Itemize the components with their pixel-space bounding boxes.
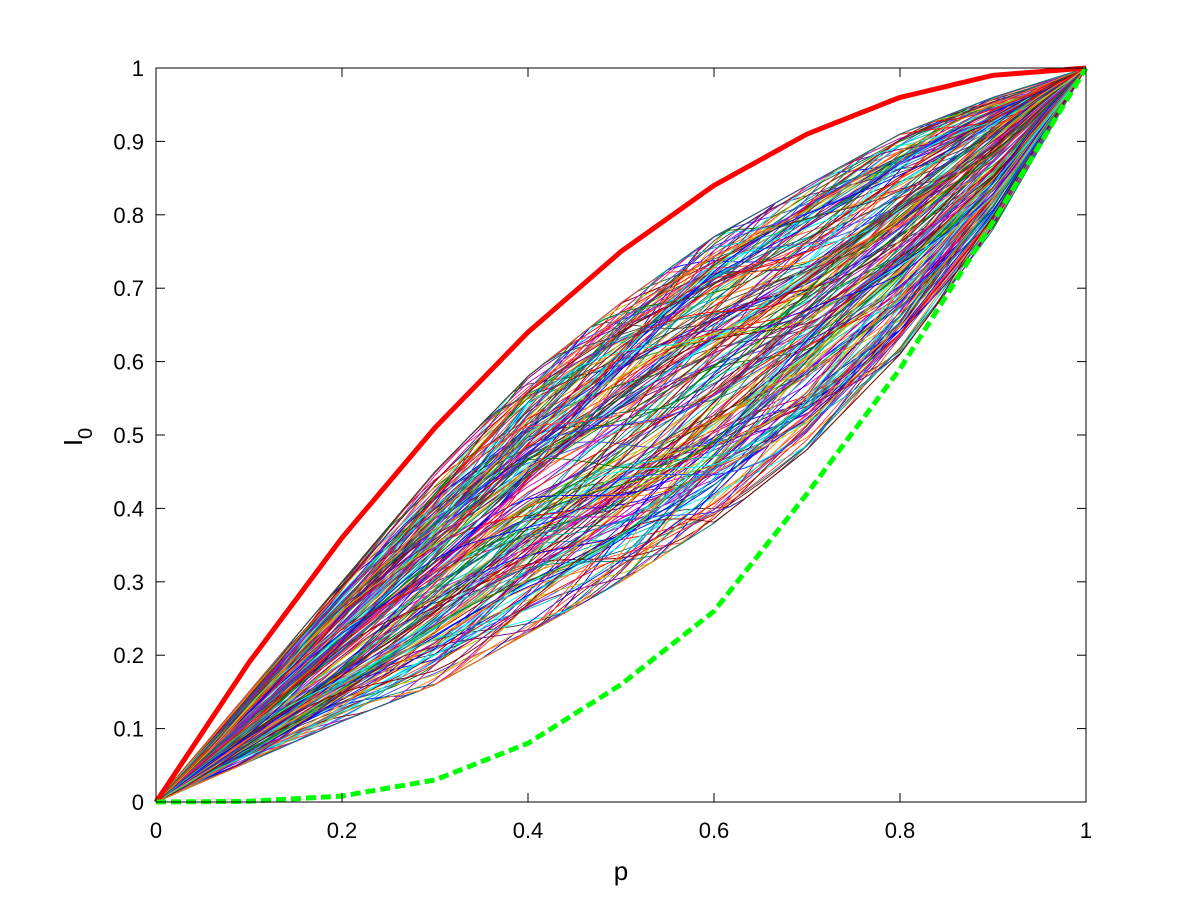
sample-curve — [155, 67, 1087, 803]
sample-curve — [155, 67, 1087, 803]
sample-curve — [155, 67, 1087, 803]
y-tick-label: 0.1 — [113, 717, 144, 742]
sample-curve — [155, 67, 1087, 803]
y-tick-label: 0.9 — [113, 129, 144, 154]
y-tick-label: 0.5 — [113, 423, 144, 448]
y-tick-label: 1 — [132, 56, 144, 81]
sample-curve — [155, 67, 1087, 803]
upper-bound-curve — [153, 65, 1087, 804]
sample-curve — [155, 67, 1087, 803]
sample-curve — [155, 67, 1087, 803]
sample-curve — [155, 67, 1087, 803]
sample-curve — [155, 67, 1087, 803]
x-tick-label: 0.2 — [327, 818, 358, 843]
y-axis-label-subscript: 0 — [75, 428, 97, 439]
sample-curve — [155, 67, 1087, 803]
sample-curve — [155, 67, 1087, 803]
y-tick-label: 0.2 — [113, 643, 144, 668]
sample-curve — [155, 67, 1087, 803]
sample-curve — [155, 67, 1087, 803]
sample-curve — [155, 67, 1087, 803]
sample-curve — [155, 67, 1087, 803]
x-tick-label: 1 — [1080, 818, 1092, 843]
y-tick-label: 0.8 — [113, 203, 144, 228]
sample-curve — [155, 67, 1087, 803]
sample-curve — [155, 67, 1087, 803]
sample-curve — [155, 67, 1087, 803]
lower-bound-curve — [155, 66, 1089, 805]
y-axis-label-main: I — [58, 439, 88, 446]
sample-curve — [155, 67, 1087, 803]
sample-curve — [155, 67, 1087, 803]
sample-curve — [155, 67, 1087, 803]
sample-curve — [155, 67, 1087, 803]
sample-curve — [155, 67, 1087, 803]
y-tick-label: 0.7 — [113, 276, 144, 301]
sample-curve — [155, 67, 1087, 803]
sample-curve — [155, 67, 1087, 803]
sample-curve — [155, 67, 1087, 803]
axis-ticks: 0 0.2 0.4 0.6 0.8 1 0 0.1 0.2 0.3 0.4 0.5 0.6 0.7 0.8 0… — [113, 56, 1092, 843]
y-axis-label: I0 — [58, 428, 97, 446]
x-tick-label: 0.6 — [699, 818, 730, 843]
sample-curve — [155, 67, 1087, 803]
sample-curve — [155, 67, 1087, 803]
bound-curves — [153, 65, 1089, 805]
sample-curve — [155, 67, 1087, 803]
x-tick-label: 0 — [150, 818, 162, 843]
sample-curve — [155, 67, 1087, 803]
sample-curve — [155, 67, 1087, 803]
x-tick-label: 0.4 — [513, 818, 544, 843]
sample-curve — [155, 67, 1087, 803]
sample-curve — [155, 67, 1087, 803]
y-tick-label: 0 — [132, 790, 144, 815]
sample-curve — [155, 67, 1087, 803]
sample-curve — [155, 67, 1087, 803]
sample-curve — [155, 67, 1087, 803]
y-tick-label: 0.4 — [113, 496, 144, 521]
sample-curve — [155, 67, 1087, 803]
sample-curve — [155, 67, 1087, 803]
sample-curve — [155, 67, 1087, 803]
sample-curve — [155, 67, 1087, 803]
y-tick-label: 0.3 — [113, 570, 144, 595]
x-tick-label: 0.8 — [885, 818, 916, 843]
x-axis-label: p — [614, 856, 628, 886]
sample-curve — [155, 67, 1087, 803]
sample-curve — [155, 67, 1087, 803]
sample-curves — [155, 67, 1087, 803]
sample-curve — [155, 67, 1087, 803]
sample-curve — [155, 67, 1087, 803]
sample-curve — [155, 67, 1087, 803]
sample-curve — [155, 67, 1087, 803]
y-tick-label: 0.6 — [113, 350, 144, 375]
sample-curve — [155, 67, 1087, 803]
